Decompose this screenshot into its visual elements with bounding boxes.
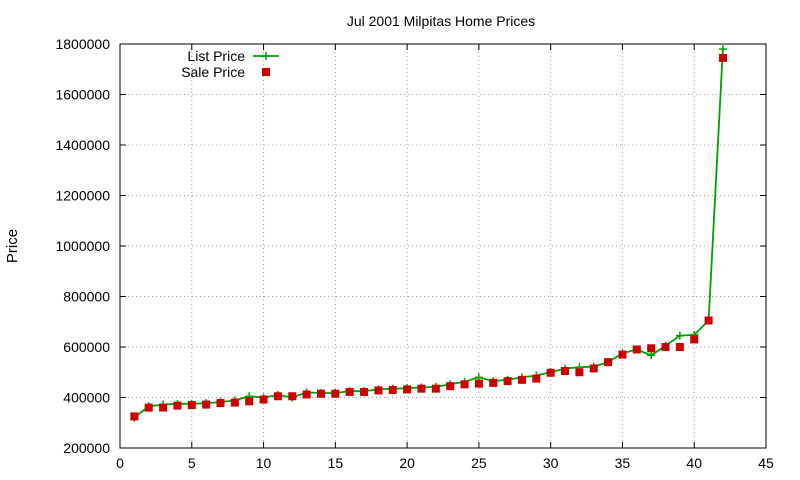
sale-price-point <box>273 392 282 401</box>
sale-price-point <box>173 401 182 410</box>
x-tick-label: 15 <box>328 455 344 471</box>
sale-price-point <box>202 400 211 409</box>
x-tick-label: 45 <box>758 455 774 471</box>
sale-price-point <box>546 368 555 377</box>
sale-price-point <box>690 335 699 344</box>
sale-price-point <box>575 368 584 377</box>
legend-plus-swatch <box>262 52 270 60</box>
sale-price-point <box>360 387 369 396</box>
axis-tick-labels: 0 5 10 15 20 25 30 35 40 45 200000 400000 600000 8000… <box>55 36 774 471</box>
list-price-line <box>133 48 724 419</box>
chart-title: Jul 2001 Milpitas Home Prices <box>347 13 535 29</box>
x-tick-label: 25 <box>471 455 487 471</box>
series-layer <box>130 45 727 422</box>
sale-price-point <box>417 384 426 393</box>
x-tick-label: 5 <box>188 455 196 471</box>
sale-price-point <box>718 53 727 62</box>
sale-price-point <box>446 382 455 391</box>
sale-price-point <box>245 397 254 406</box>
series-sale-price <box>130 53 727 421</box>
sale-price-point <box>403 385 412 394</box>
legend-label: Sale Price <box>181 64 245 80</box>
sale-price-point <box>647 344 656 353</box>
sale-price-point <box>259 395 268 404</box>
sale-price-point <box>331 389 340 398</box>
sale-price-point <box>589 364 598 373</box>
sale-price-point <box>230 398 239 407</box>
sale-price-point <box>704 316 713 325</box>
legend-square-swatch <box>262 68 270 76</box>
y-tick-label: 1600000 <box>55 87 110 103</box>
y-tick-label: 600000 <box>63 339 110 355</box>
sale-price-point <box>144 403 153 412</box>
sale-price-point <box>130 412 139 421</box>
x-tick-label: 0 <box>116 455 124 471</box>
list-price-point <box>718 45 727 54</box>
sale-price-point <box>288 392 297 401</box>
y-tick-label: 1800000 <box>55 36 110 52</box>
sale-price-point <box>661 343 670 351</box>
y-tick-label: 1400000 <box>55 137 110 153</box>
y-axis-label: Price <box>4 229 21 263</box>
x-tick-label: 40 <box>686 455 702 471</box>
sale-price-point <box>374 386 383 395</box>
x-tick-label: 35 <box>615 455 631 471</box>
sale-price-point <box>474 379 483 388</box>
sale-price-point <box>345 387 354 396</box>
sale-price-point <box>675 343 684 351</box>
grid-lines <box>120 44 766 448</box>
list-price-point <box>675 331 684 340</box>
y-tick-label: 1200000 <box>55 188 110 204</box>
y-tick-label: 1000000 <box>55 238 110 254</box>
sale-price-point <box>503 377 512 386</box>
sale-price-point <box>159 403 168 412</box>
legend-label: List Price <box>187 48 245 64</box>
sale-price-point <box>388 385 397 394</box>
sale-price-point <box>561 366 570 375</box>
y-tick-label: 800000 <box>63 289 110 305</box>
sale-price-point <box>460 380 469 389</box>
y-tick-label: 200000 <box>63 440 110 456</box>
sale-price-point <box>489 378 498 387</box>
sale-price-point <box>517 375 526 384</box>
x-tick-label: 20 <box>399 455 415 471</box>
x-tick-label: 10 <box>256 455 272 471</box>
sale-price-point <box>618 350 627 359</box>
list-price-point <box>647 351 656 360</box>
axis-ticks <box>119 43 767 449</box>
sale-price-point <box>431 384 440 393</box>
sale-price-point <box>532 374 541 383</box>
sale-price-point <box>316 389 325 398</box>
sale-price-point <box>187 401 196 410</box>
series-list-price <box>130 45 727 422</box>
sale-price-point <box>216 399 225 408</box>
sale-price-point <box>302 390 311 399</box>
sale-price-point <box>632 345 641 354</box>
y-tick-label: 400000 <box>63 390 110 406</box>
sale-price-point <box>604 358 613 367</box>
x-tick-label: 30 <box>543 455 559 471</box>
